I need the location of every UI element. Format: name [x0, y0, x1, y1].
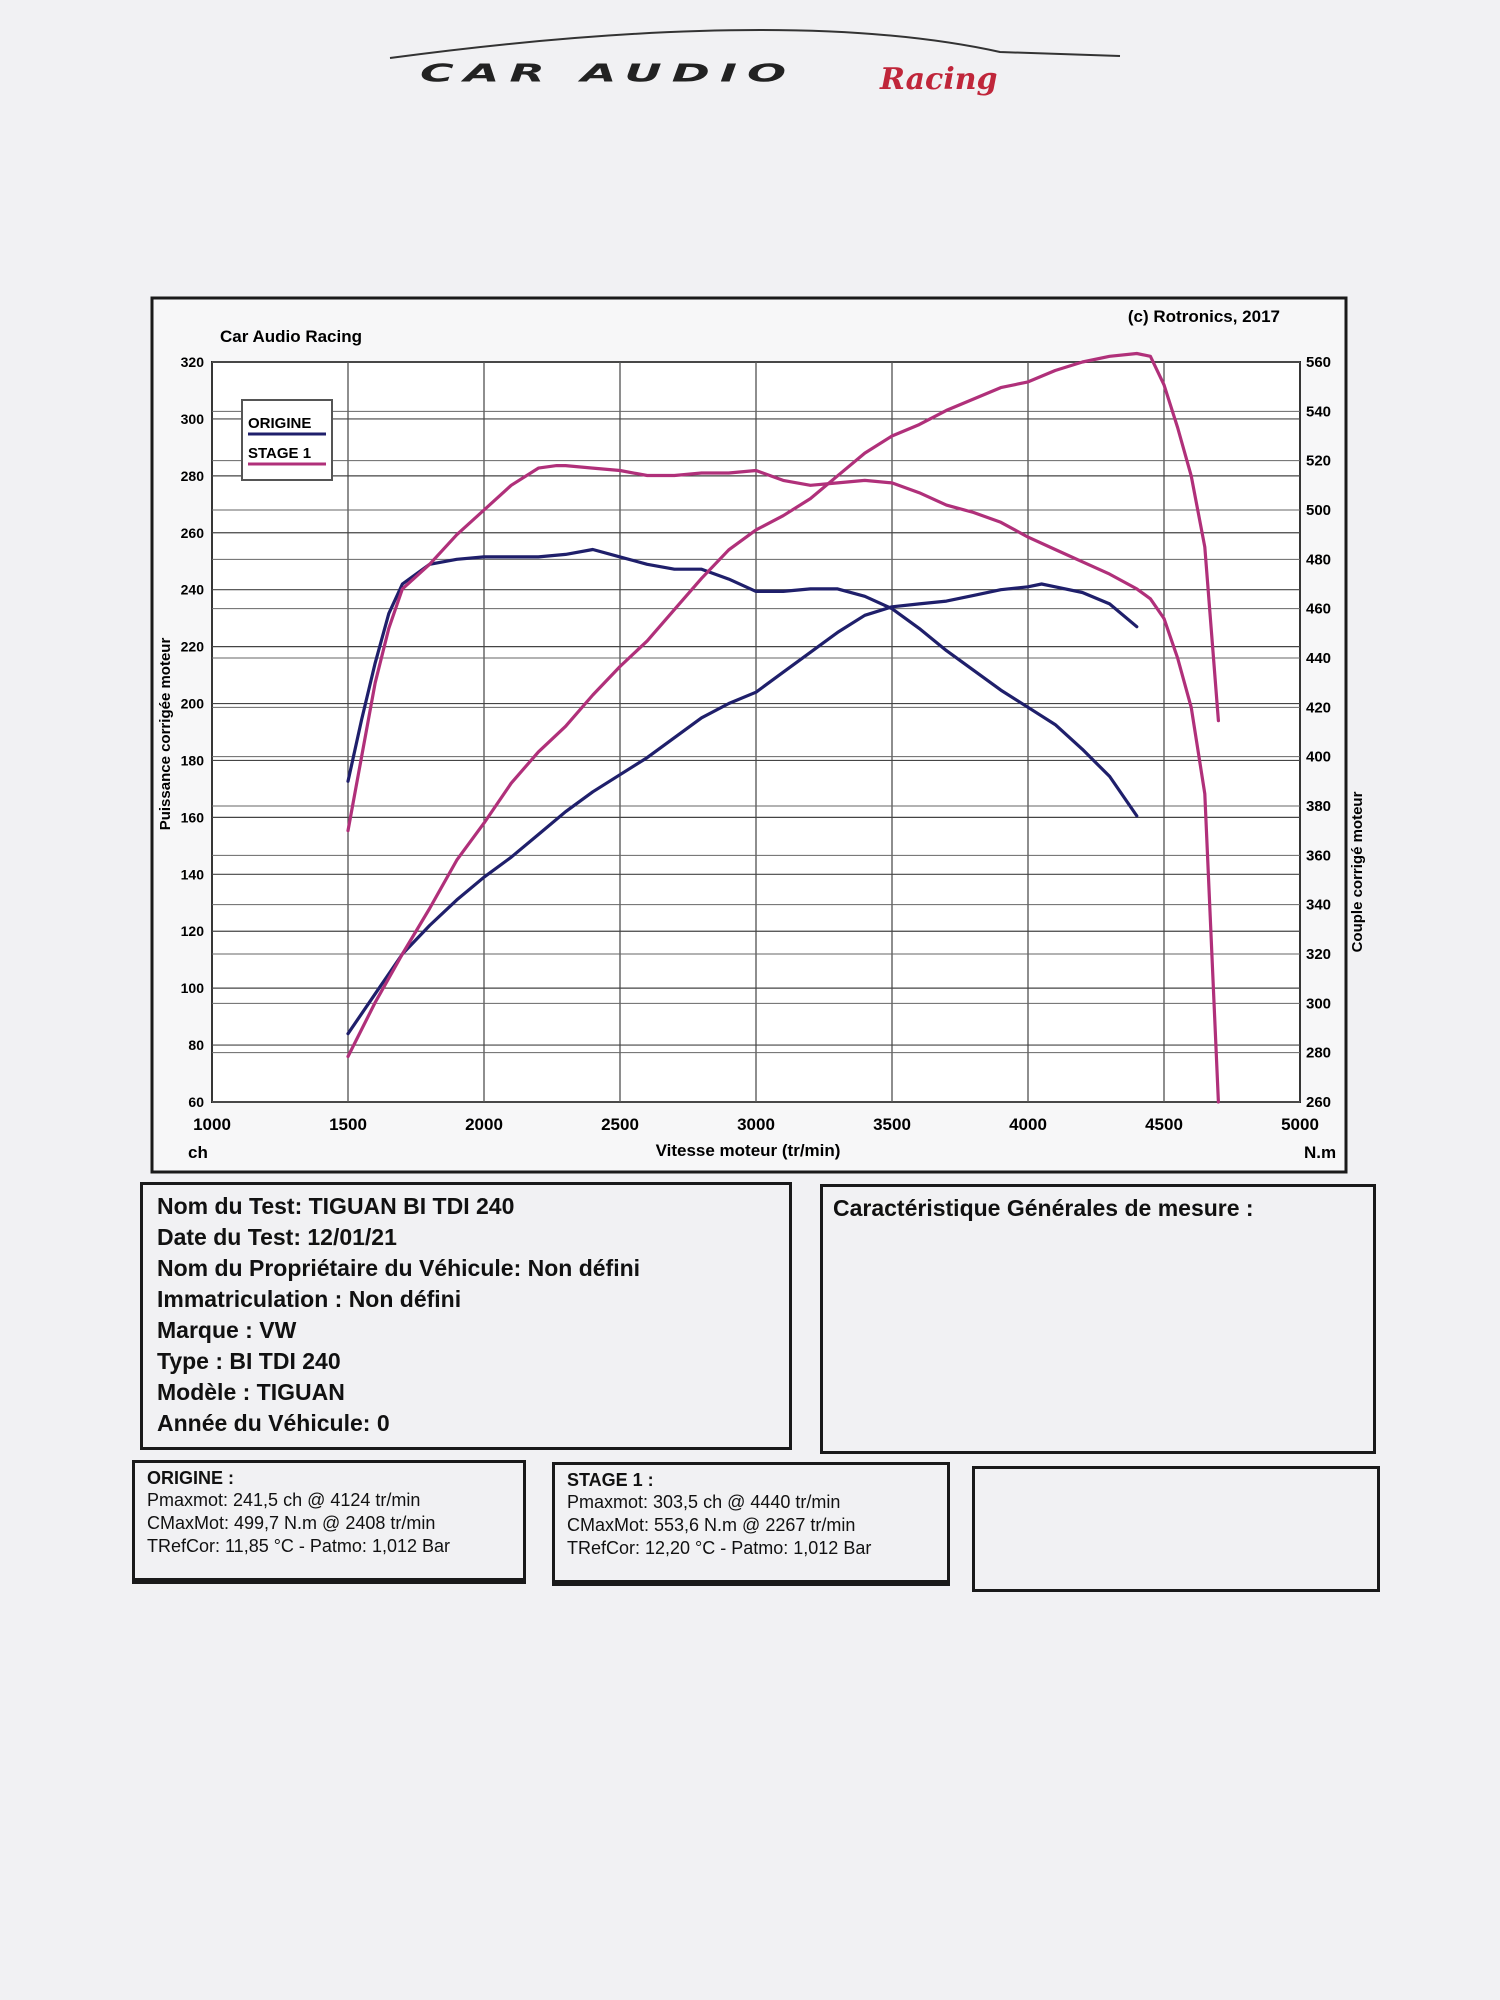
legend-stage1: STAGE 1: [248, 445, 311, 462]
y-right-tick-label: 560: [1306, 354, 1331, 371]
engine-type: Type : BI TDI 240: [157, 1348, 341, 1374]
y-left-tick-label: 260: [181, 525, 205, 541]
y-left-tick-label: 220: [181, 639, 205, 655]
y-right-tick-label: 280: [1306, 1045, 1331, 1062]
y-right-tick-label: 480: [1306, 551, 1331, 568]
x-tick-label: 4000: [1009, 1115, 1047, 1134]
measurement-title: Caractéristique Générales de mesure :: [833, 1195, 1254, 1221]
x-unit-left: ch: [188, 1143, 208, 1162]
y-left-tick-label: 200: [181, 696, 205, 712]
result-stage1-title: STAGE 1 :: [567, 1470, 654, 1490]
y-right-tick-label: 380: [1306, 798, 1331, 815]
test-name: Nom du Test: TIGUAN BI TDI 240: [157, 1193, 515, 1219]
series-stage1-power: [346, 351, 1221, 1059]
y-right-tick-label: 520: [1306, 453, 1331, 470]
y-right-tick-label: 320: [1306, 946, 1331, 963]
y-left-tick-label: 120: [181, 923, 205, 939]
chart-header-right: (c) Rotronics, 2017: [1128, 307, 1280, 326]
y-axis-label-right: Couple corrigé moteur: [1349, 791, 1366, 952]
y-right-tick-label: 360: [1306, 847, 1331, 864]
test-date: Date du Test: 12/01/21: [157, 1224, 397, 1250]
y-left-tick-label: 60: [188, 1094, 204, 1110]
series-origine-torque: [346, 547, 1139, 818]
vehicle-year: Année du Véhicule: 0: [157, 1410, 390, 1436]
legend-origine: ORIGINE: [248, 415, 311, 432]
x-unit-right: N.m: [1304, 1143, 1336, 1162]
y-right-tick-label: 500: [1306, 502, 1331, 519]
x-axis-label: Vitesse moteur (tr/min): [656, 1141, 841, 1160]
brand-logo: CAR AUDIO Racing: [380, 22, 1140, 112]
result-stage1: STAGE 1 : Pmaxmot: 303,5 ch @ 4440 tr/mi…: [552, 1462, 950, 1586]
y-right-tick-label: 300: [1306, 995, 1331, 1012]
y-left-tick-label: 140: [181, 866, 205, 882]
result-origine: ORIGINE : Pmaxmot: 241,5 ch @ 4124 tr/mi…: [132, 1460, 526, 1584]
axis-ticks: 1000 1500 2000 2500 3000 3500 4000 4500 5000 60 80…: [181, 354, 1331, 1134]
y-axis-label-left: Puissance corrigée moteur: [157, 638, 174, 831]
vehicle-owner: Nom du Propriétaire du Véhicule: Non déf…: [157, 1255, 641, 1281]
x-tick-label: 3000: [737, 1115, 775, 1134]
y-right-tick-label: 460: [1306, 601, 1331, 618]
y-right-tick-label: 400: [1306, 749, 1331, 766]
series-origine-power: [346, 582, 1139, 1036]
x-tick-label: 5000: [1281, 1115, 1319, 1134]
result-origine-tref: TRefCor: 11,85 °C - Patmo: 1,012 Bar: [147, 1536, 450, 1556]
y-left-tick-label: 320: [181, 354, 205, 370]
result-stage1-tref: TRefCor: 12,20 °C - Patmo: 1,012 Bar: [567, 1538, 872, 1558]
y-right-tick-label: 260: [1306, 1094, 1331, 1111]
registration: Immatriculation : Non défini: [157, 1286, 462, 1312]
result-stage1-pmax: Pmaxmot: 303,5 ch @ 4440 tr/min: [567, 1492, 841, 1512]
y-right-tick-label: 440: [1306, 650, 1331, 667]
y-left-tick-label: 160: [181, 809, 205, 825]
y-left-tick-label: 100: [181, 980, 205, 996]
measurement-panel: Caractéristique Générales de mesure :: [820, 1184, 1376, 1454]
test-info-panel: Nom du Test: TIGUAN BI TDI 240 Date du T…: [140, 1182, 792, 1450]
x-tick-label: 2500: [601, 1115, 639, 1134]
y-right-tick-label: 420: [1306, 699, 1331, 716]
x-tick-label: 1500: [329, 1115, 367, 1134]
y-left-tick-label: 240: [181, 582, 205, 598]
model: Modèle : TIGUAN: [157, 1379, 345, 1405]
chart-header-left: Car Audio Racing: [220, 327, 362, 346]
curves: [346, 351, 1221, 1104]
empty-result-box: [972, 1466, 1380, 1592]
logo-sub-text: Racing: [880, 62, 998, 97]
make: Marque : VW: [157, 1317, 297, 1343]
y-left-tick-label: 180: [181, 752, 205, 768]
logo-main-text: CAR AUDIO: [420, 58, 797, 88]
logo-swoosh-icon: [389, 28, 1121, 59]
x-tick-label: 1000: [193, 1115, 231, 1134]
series-stage1-torque: [346, 464, 1221, 1104]
x-tick-label: 2000: [465, 1115, 503, 1134]
x-tick-label: 4500: [1145, 1115, 1183, 1134]
result-stage1-cmax: CMaxMot: 553,6 N.m @ 2267 tr/min: [567, 1515, 856, 1535]
x-tick-label: 3500: [873, 1115, 911, 1134]
result-origine-title: ORIGINE :: [147, 1468, 235, 1488]
result-origine-cmax: CMaxMot: 499,7 N.m @ 2408 tr/min: [147, 1513, 436, 1533]
y-right-tick-label: 340: [1306, 897, 1331, 914]
dyno-chart: 1000 1500 2000 2500 3000 3500 4000 4500 5000 60 80…: [150, 296, 1366, 1174]
legend: ORIGINE STAGE 1: [241, 399, 333, 481]
result-origine-pmax: Pmaxmot: 241,5 ch @ 4124 tr/min: [147, 1490, 421, 1510]
y-right-tick-label: 540: [1306, 403, 1331, 420]
y-left-tick-label: 300: [181, 411, 205, 427]
y-left-tick-label: 280: [181, 468, 205, 484]
y-left-tick-label: 80: [188, 1037, 204, 1053]
grid: [211, 361, 1301, 1103]
